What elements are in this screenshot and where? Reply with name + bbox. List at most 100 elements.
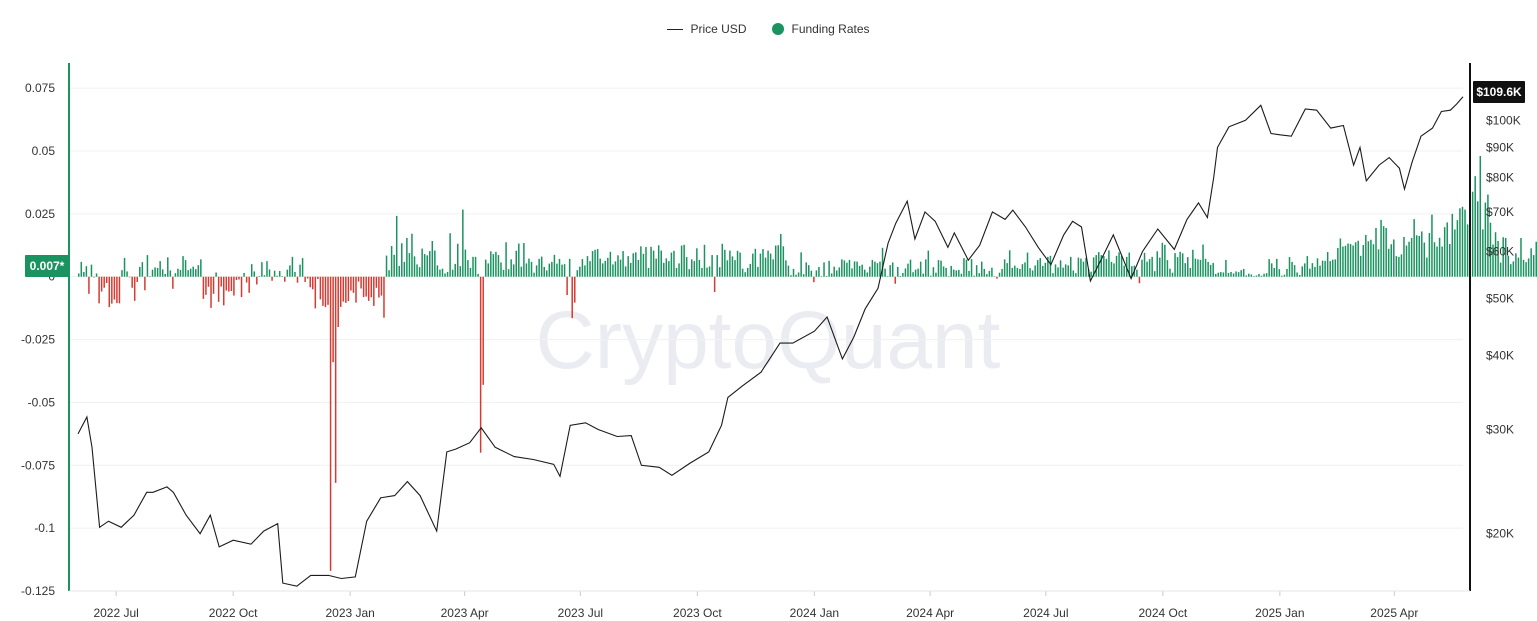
legend-dot-icon xyxy=(772,23,785,35)
funding-bar xyxy=(1212,262,1214,277)
funding-bar xyxy=(881,247,884,277)
funding-bar xyxy=(647,267,650,277)
funding-bar xyxy=(1253,276,1255,277)
funding-bar xyxy=(1431,214,1433,277)
funding-bar xyxy=(306,276,309,279)
funding-bar xyxy=(942,266,945,277)
funding-bar xyxy=(518,243,520,277)
funding-bar xyxy=(701,267,703,277)
funding-bar xyxy=(1070,256,1072,277)
funding-bar xyxy=(205,276,207,295)
funding-bar xyxy=(217,276,220,302)
funding-bar xyxy=(1108,250,1110,277)
left-tick-label: 0.025 xyxy=(25,207,55,221)
funding-bar xyxy=(734,260,736,277)
x-tick-label: 2024 Apr xyxy=(906,606,954,620)
funding-bar xyxy=(507,269,510,277)
funding-bar xyxy=(1316,258,1319,277)
x-tick-label: 2025 Jan xyxy=(1255,606,1304,620)
x-axis-ticks: 2022 Jul 2022 Oct 2023 Jan 2023 Apr 2023 Jul… xyxy=(93,591,1418,620)
funding-bar xyxy=(627,256,629,277)
funding-bar xyxy=(917,268,919,277)
funding-bar xyxy=(919,261,922,277)
funding-bar xyxy=(281,276,283,277)
funding-bar xyxy=(225,276,228,291)
funding-bar xyxy=(500,262,502,277)
funding-bar xyxy=(1029,268,1031,277)
funding-bar xyxy=(731,256,734,277)
funding-bar xyxy=(1100,255,1103,277)
funding-bar xyxy=(574,276,576,303)
funding-bar xyxy=(1332,259,1334,277)
funding-bar xyxy=(1298,274,1301,277)
funding-bar xyxy=(1507,255,1510,277)
funding-bar xyxy=(1138,276,1141,284)
funding-bar xyxy=(1426,257,1428,277)
funding-bar xyxy=(706,267,708,277)
funding-bar xyxy=(1428,232,1431,277)
funding-bar xyxy=(235,276,238,280)
funding-bar xyxy=(856,261,858,277)
funding-bar xyxy=(1479,156,1482,277)
funding-bar xyxy=(1441,246,1443,277)
funding-bar xyxy=(996,276,998,279)
funding-bar xyxy=(1077,257,1080,277)
funding-bar xyxy=(813,276,815,283)
funding-bar xyxy=(886,276,889,278)
funding-bar xyxy=(1301,266,1303,277)
funding-bar xyxy=(1489,222,1492,277)
funding-bar xyxy=(497,255,500,277)
funding-bar xyxy=(436,265,439,277)
funding-bar xyxy=(1016,267,1019,277)
funding-bar xyxy=(299,264,301,277)
funding-bar xyxy=(1395,256,1398,277)
watermark: CryptoQuant xyxy=(536,295,1001,386)
funding-bar xyxy=(169,270,172,277)
funding-bar xyxy=(650,246,652,277)
funding-bar xyxy=(1436,246,1438,277)
funding-bar xyxy=(1451,213,1454,277)
funding-bar xyxy=(487,263,490,277)
funding-bar xyxy=(1410,237,1413,277)
funding-bar xyxy=(261,262,263,277)
funding-bar xyxy=(284,276,286,282)
funding-bar xyxy=(543,266,545,277)
funding-bar xyxy=(393,254,395,277)
funding-bar xyxy=(1202,244,1204,277)
legend-item-funding[interactable]: Funding Rates xyxy=(772,22,870,36)
funding-bar xyxy=(398,265,400,277)
funding-bar xyxy=(197,265,200,277)
funding-bar xyxy=(963,258,965,277)
funding-bar xyxy=(617,255,619,277)
left-tick-label: -0.025 xyxy=(21,333,55,347)
legend-item-price[interactable]: Price USD xyxy=(667,22,746,36)
funding-bar xyxy=(576,270,579,277)
funding-bar xyxy=(1227,272,1230,277)
funding-bar xyxy=(1288,257,1291,277)
funding-bar xyxy=(950,265,952,277)
funding-bar xyxy=(179,269,182,277)
funding-bar xyxy=(1487,194,1489,277)
funding-bar xyxy=(1062,267,1064,277)
funding-bar xyxy=(871,259,874,277)
funding-bar xyxy=(1034,265,1036,277)
funding-bar xyxy=(525,263,528,277)
funding-bar xyxy=(1006,263,1008,277)
funding-bar xyxy=(1454,229,1456,277)
funding-bar xyxy=(820,276,823,278)
funding-bar xyxy=(1064,264,1067,277)
funding-bar xyxy=(1054,264,1057,277)
x-tick-label: 2023 Jan xyxy=(325,606,374,620)
funding-bar xyxy=(749,263,752,277)
funding-bar xyxy=(1387,248,1390,277)
funding-bar xyxy=(482,276,484,385)
funding-bar xyxy=(474,256,477,277)
funding-bar xyxy=(520,266,523,277)
right-tick-label: $100K xyxy=(1486,113,1521,127)
funding-bar xyxy=(991,267,993,277)
funding-bar xyxy=(123,257,126,277)
funding-bar xyxy=(703,244,706,277)
funding-bar xyxy=(1085,257,1087,277)
funding-bar xyxy=(327,276,329,305)
funding-bar xyxy=(1296,272,1298,277)
